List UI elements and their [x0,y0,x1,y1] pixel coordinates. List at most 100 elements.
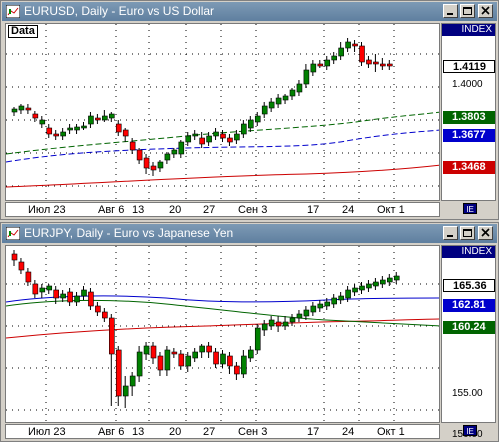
candle-body [102,115,108,121]
minimize-button[interactable] [443,4,458,18]
candle-body [46,285,53,291]
candle-body [227,355,233,367]
x-label: Окт 1 [377,204,405,216]
candle-body [53,133,60,137]
x-label: Окт 1 [377,426,405,438]
eurjpy-title-bar[interactable]: EURJPY, Daily - Euro vs Japanese Yen [2,224,497,243]
maximize-button[interactable] [460,226,475,240]
candle-body [164,153,171,161]
eurjpy-candlestick-chart [6,246,439,422]
candle-body [380,279,386,285]
candle-body [157,355,164,371]
indicator-button[interactable]: IE [463,203,477,214]
candle-body [164,349,171,371]
x-label: 13 [132,426,145,438]
candle-body [296,83,303,93]
candle-body [373,281,379,287]
indicator-button[interactable]: IE [463,425,477,436]
data-window-label: Data [8,25,38,38]
candle-body [115,123,122,133]
candle-body [178,141,185,155]
x-label: Авг 6 [98,426,125,438]
candle-body [39,119,46,125]
eurusd-candlestick-chart [6,24,439,200]
candle-body [261,323,268,331]
candle-body [95,117,101,121]
eurusd-time-axis: Июл 23 Авг 6 13 20 27 Сен 3 17 24 Окт 1 [5,202,440,217]
eurusd-plot-area[interactable]: Data [5,23,440,201]
candle-body [60,293,66,299]
candle-body [136,149,143,161]
eurusd-title-bar[interactable]: EURUSD, Daily - Euro vs US Dollar [2,2,497,21]
candle-body [275,321,282,327]
candle-body [254,327,261,351]
candle-body [178,353,185,367]
candle-body [25,107,32,111]
candle-body [122,385,129,397]
candle-body [234,365,240,375]
window-title: EURUSD, Daily - Euro vs US Dollar [24,4,215,18]
candle-body [282,321,289,327]
candle-body [150,345,157,359]
candle-body [234,133,240,141]
x-label: Авг 6 [98,204,125,216]
ma-blue-value-tag: 162.81 [443,299,495,312]
candle-body [352,287,358,293]
candle-body [317,303,324,309]
minimize-button[interactable] [443,226,458,240]
candle-body [122,129,129,137]
candle-body [109,317,115,355]
candle-body [74,295,80,303]
candle-body [88,291,94,307]
candle-body [386,277,393,283]
x-label: 27 [203,426,216,438]
close-button[interactable] [478,226,493,240]
candle-body [150,165,157,171]
maximize-button[interactable] [460,4,475,18]
x-label: 24 [342,204,355,216]
candle-body [192,351,198,359]
candle-body [115,349,122,397]
candle-body [67,127,73,131]
x-label: 20 [169,204,182,216]
candle-body [352,43,358,47]
ma-blue-value-tag: 1.3677 [443,129,495,142]
candle-body [310,305,317,313]
candle-body [185,355,192,367]
close-button[interactable] [478,4,493,18]
window-title: EURJPY, Daily - Euro vs Japanese Yen [24,226,234,240]
x-label: 13 [132,204,145,216]
candle-body [213,131,219,137]
candle-body [129,375,136,387]
candle-body [39,287,46,293]
candle-body [109,113,115,119]
candle-body [331,297,338,305]
candle-body [261,105,268,115]
candle-body [157,161,164,169]
x-label: 24 [342,426,355,438]
candle-body [331,55,338,61]
candle-body [248,349,254,359]
candle-body [46,127,53,135]
candle-body [171,149,178,155]
ma-green-value-tag: 1.3803 [443,111,495,124]
candle-body [18,261,25,271]
candle-body [213,351,219,365]
x-label: Июл 23 [28,426,66,438]
candle-body [317,63,324,67]
eurusd-price-axis: INDEX 1.4000 1.4119 1.3803 1.3677 1.3468 [441,23,496,201]
ma-green-value-tag: 160.24 [443,321,495,334]
current-price-tag: 1.4119 [443,60,495,73]
candle-body [303,69,310,85]
candle-body [88,115,94,125]
price-tick: 155.00 [452,388,483,399]
ma-blue-line [6,129,439,163]
eurjpy-price-axis: INDEX 155.00 150.00 165.36 162.81 160.24 [441,245,496,440]
x-label: 17 [307,426,320,438]
candle-body [60,131,66,137]
x-label: Сен 3 [238,204,268,216]
chart-window-icon [5,4,21,19]
eurjpy-plot-area[interactable] [5,245,440,423]
candle-body [18,105,25,111]
x-label: 17 [307,204,320,216]
